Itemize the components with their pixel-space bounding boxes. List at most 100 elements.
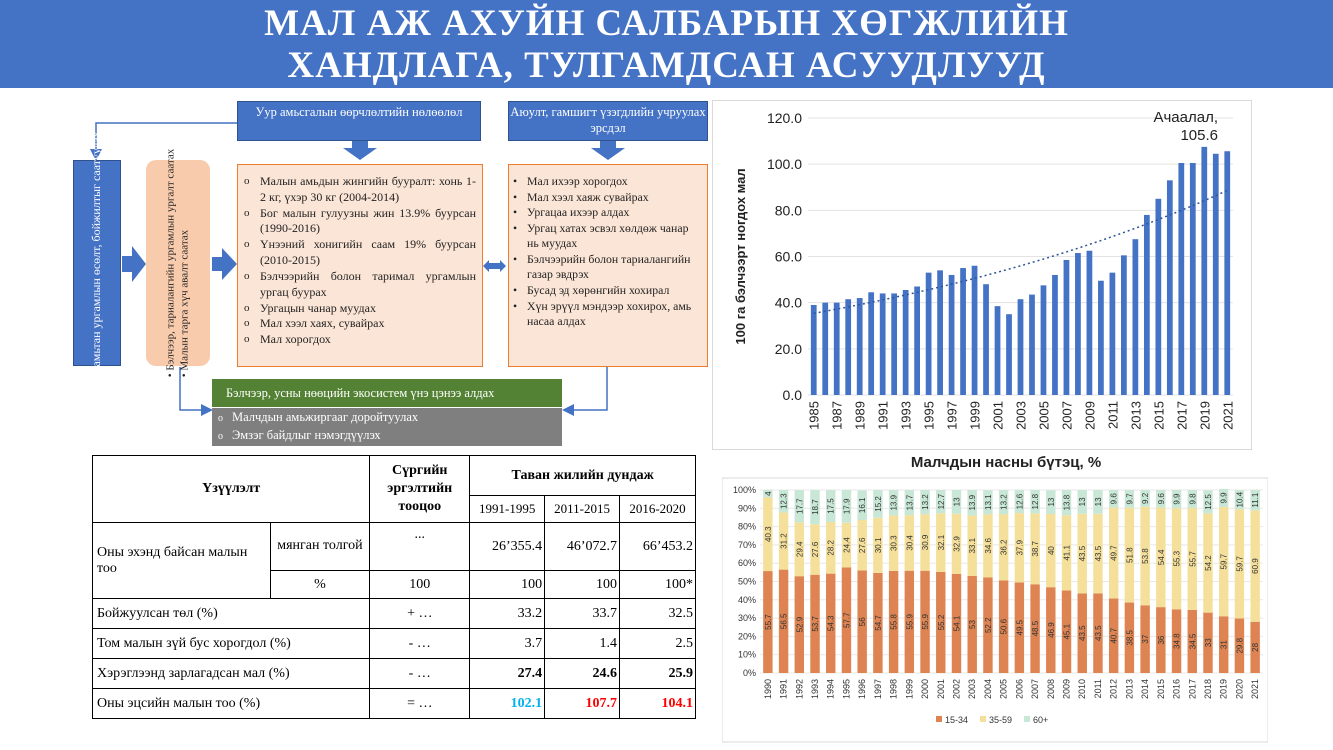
y-tick-label: 90% <box>738 503 756 513</box>
bar-segment-60+ <box>1171 490 1182 509</box>
table-cell: 27.4 <box>469 658 546 689</box>
bar <box>1121 255 1127 395</box>
data-label: 55.8 <box>890 614 899 630</box>
x-tick-label: 2011 <box>1105 401 1120 429</box>
list-item: o Эмзэг байдлыг нэмэгдүүлэх <box>218 428 381 442</box>
bar-segment-35-59 <box>951 513 962 574</box>
data-label: 9.6 <box>1110 493 1119 505</box>
final-value-cell: 107.7 <box>544 688 621 719</box>
data-label: 13.9 <box>968 494 977 510</box>
data-label: 27.6 <box>858 537 867 553</box>
bar-segment-35-59 <box>763 497 773 572</box>
bar-segment-35-59 <box>1156 507 1166 608</box>
bar <box>925 272 932 395</box>
x-tick-label: 1985 <box>807 401 822 430</box>
table-row: Бойжуулсан төл (%) + … 33.2 33.7 32.5 <box>91 598 696 629</box>
bar-segment-35-59 <box>873 517 883 573</box>
bar-segment-15-34 <box>873 572 883 673</box>
data-label: 37.9 <box>1015 539 1024 555</box>
pasture-delay-item: • Бэлчээр, тариалангийн ургамлын ургалт … <box>164 148 177 378</box>
data-label: 52.9 <box>795 616 804 632</box>
data-label: 16.1 <box>858 497 867 513</box>
bar <box>1201 146 1208 395</box>
bar-segment-60+ <box>873 490 883 518</box>
banner-title-line-2: ХАНДЛАГА, ТУЛГАМДСАН АСУУДЛУУД <box>287 45 1046 86</box>
data-label: 17.9 <box>842 498 851 514</box>
row-label: Бойжуулсан төл (%) <box>91 598 371 629</box>
x-tick-label: 1997 <box>945 401 960 430</box>
bar-segment-60+ <box>1124 490 1135 508</box>
bar-segment-15-34 <box>1108 598 1119 673</box>
unit-label: мянган толгой <box>269 522 371 571</box>
bar <box>1098 280 1104 395</box>
bar-segment-15-34 <box>1171 609 1182 673</box>
y-tick-label: 40% <box>738 595 756 605</box>
y-tick-label: 20% <box>738 631 756 641</box>
data-label: 54.4 <box>1157 549 1166 565</box>
data-label: 9.8 <box>1188 493 1197 505</box>
bar-segment-35-59 <box>998 514 1009 581</box>
x-tick-label: 1989 <box>853 401 868 430</box>
five-year-avg-header: Таван жилийн дундаж <box>469 455 696 496</box>
bar <box>948 274 955 395</box>
data-label: 55.7 <box>764 614 773 630</box>
data-label: 55.3 <box>1173 550 1182 566</box>
bar-segment-15-34 <box>904 570 915 673</box>
data-label: 55.9 <box>921 614 930 630</box>
bar-segment-60+ <box>1046 490 1056 514</box>
data-label: 9.2 <box>1141 492 1150 504</box>
data-label: 34.8 <box>1173 633 1182 649</box>
bar-segment-60+ <box>1234 490 1245 510</box>
bar-segment-35-59 <box>888 515 899 571</box>
bar-segment-60+ <box>1108 490 1119 508</box>
herder-age-chart: Малчдын насны бүтэц, % 0% 10% 20% 30% 40% 50% 6… <box>721 454 1269 743</box>
final-value-cell: 102.1 <box>469 688 546 719</box>
table-cell: 24.6 <box>544 658 621 689</box>
table-cell: 100* <box>619 570 696 599</box>
data-label: 54.2 <box>1204 555 1213 571</box>
data-label: 53.8 <box>1141 548 1150 564</box>
growth-delay-box: Мал, амьтан ургамлын өсөлт, бойжилтыг са… <box>73 131 121 395</box>
x-tick-label: 2019 <box>1197 401 1212 430</box>
bar-segment-15-34 <box>1077 593 1087 673</box>
annotation-label: Ачаалал, <box>1153 109 1218 126</box>
data-label: 56 <box>858 617 867 626</box>
bar-segment-15-34 <box>1156 607 1166 673</box>
bar <box>902 289 909 395</box>
bar <box>856 298 863 395</box>
data-label: 40.7 <box>1110 627 1119 643</box>
bar-segment-60+ <box>951 490 962 514</box>
data-label: 54.7 <box>874 615 883 631</box>
bar-segment-35-59 <box>1046 513 1056 588</box>
x-tick-label: 1997 <box>873 679 883 699</box>
bar-segment-35-59 <box>1061 515 1072 591</box>
bar-segment-60+ <box>1140 490 1150 507</box>
bar-segment-15-34 <box>967 576 977 673</box>
bar-segment-60+ <box>888 490 899 516</box>
bar <box>1086 250 1093 395</box>
table-cell: 66’453.2 <box>619 522 696 571</box>
bar-segment-15-34 <box>951 573 962 673</box>
data-label: 36 <box>1157 635 1166 644</box>
data-label: 12.5 <box>1204 494 1213 510</box>
table-cell: 100 <box>369 570 471 599</box>
data-label: 13.2 <box>921 494 930 510</box>
x-tick-label: 1990 <box>763 679 773 699</box>
x-tick-label: 1993 <box>899 401 914 430</box>
bar-segment-60+ <box>936 490 946 514</box>
bar <box>833 302 840 395</box>
bar <box>845 299 852 395</box>
bar-segment-35-59 <box>1140 506 1150 606</box>
x-tick-label: 1998 <box>889 679 899 699</box>
table-cell: ... <box>369 522 471 571</box>
legend-swatch <box>936 716 942 722</box>
row-label: Том малын зүй бус хорогдол (%) <box>91 628 371 659</box>
bar-segment-35-59 <box>841 522 852 568</box>
banner-title-line-1: МАЛ АЖ АХУЙН САЛБАРЫН ХӨГЖЛИЙН <box>264 3 1069 44</box>
data-label: 59.7 <box>1235 556 1244 572</box>
bar <box>994 306 1001 395</box>
bar-segment-35-59 <box>1234 509 1245 619</box>
y-axis-label: 100 га бэлчээрт ногдох мал <box>733 168 748 344</box>
x-tick-label: 1994 <box>826 679 836 699</box>
data-label: 12.8 <box>1031 493 1040 509</box>
